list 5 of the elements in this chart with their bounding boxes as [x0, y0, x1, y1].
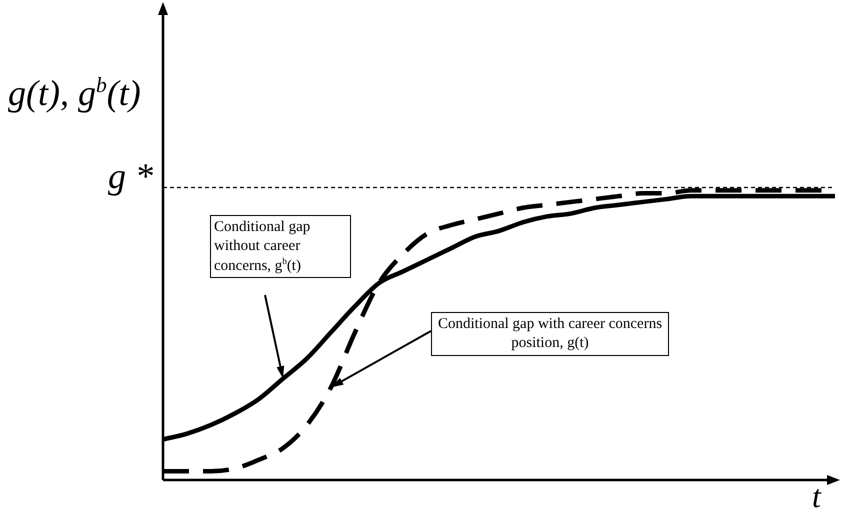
annotation: Conditional gap with career concerns position, g(t)	[431, 312, 669, 356]
x-axis-title: t	[812, 478, 821, 515]
annotation: Conditional gap without career concerns, g$^{b}$(t)	[210, 215, 351, 278]
y-axis-title: g(t), g$^{b}$(t)	[8, 72, 141, 114]
ref-line-label: g *	[108, 156, 153, 196]
